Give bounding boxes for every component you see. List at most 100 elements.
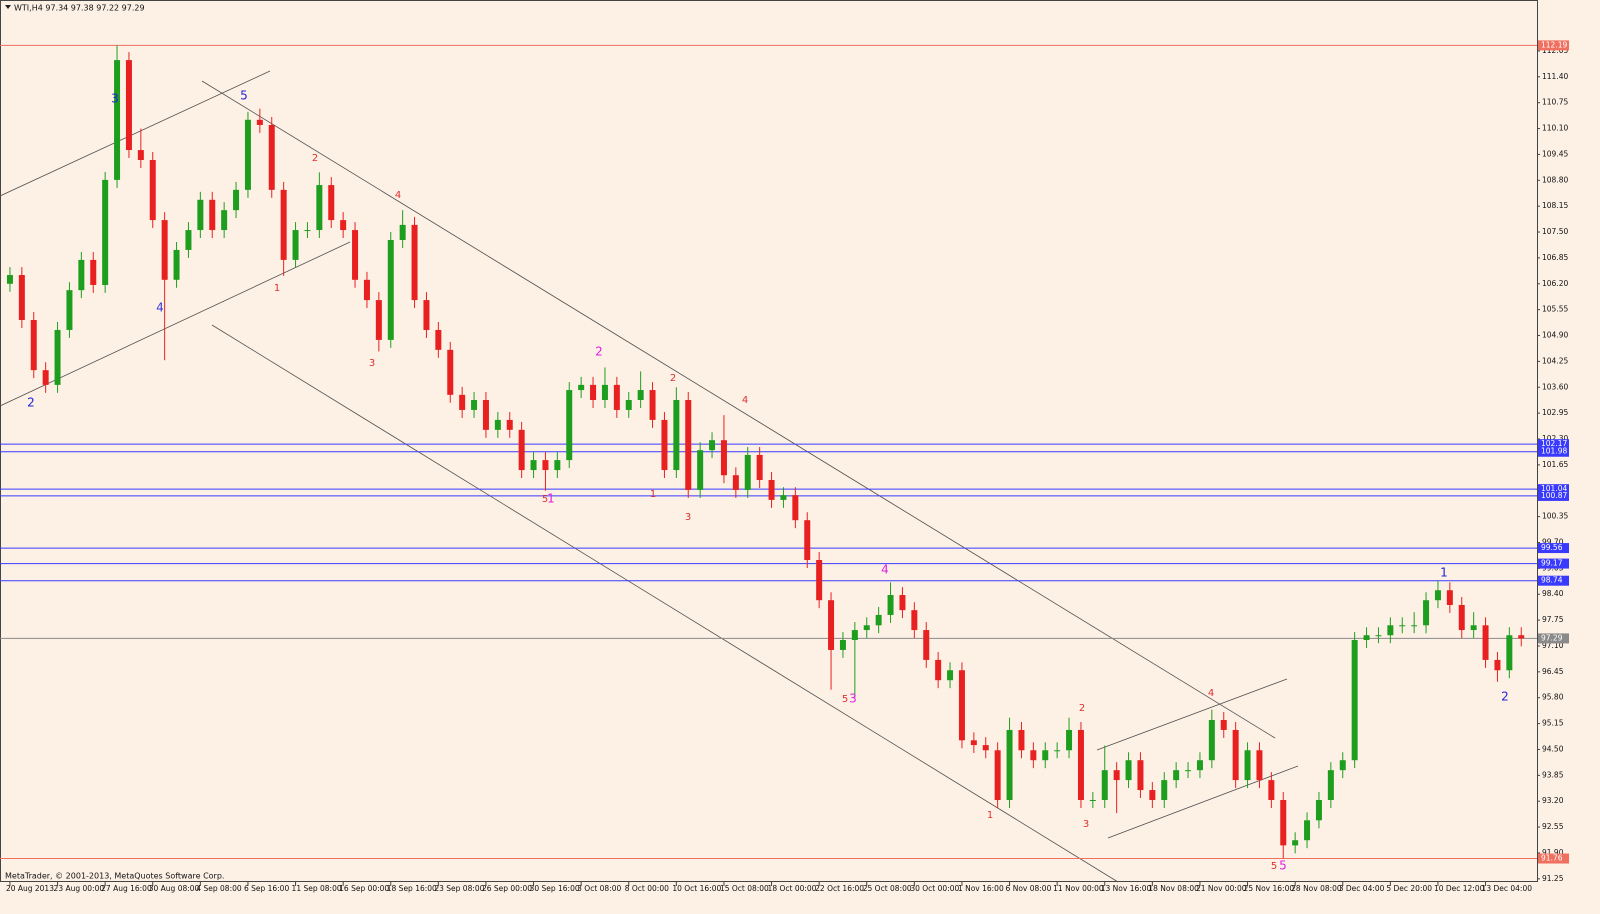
candle-body <box>30 320 37 371</box>
candle-body <box>423 300 430 330</box>
wave-label: 5 <box>1271 861 1277 872</box>
candle-body <box>1054 750 1061 752</box>
y-tick-label: 110.10 <box>1542 124 1568 133</box>
x-tick-label: 18 Sep 16:00 <box>387 884 437 893</box>
price-tag <box>1538 484 1569 495</box>
price-tag <box>1538 543 1569 554</box>
candle-body <box>1327 770 1334 801</box>
candle-body <box>1030 750 1037 761</box>
y-tick-label: 93.20 <box>1542 796 1564 805</box>
candle-body <box>292 230 299 260</box>
y-tick-label: 95.15 <box>1542 719 1564 728</box>
candle-body <box>161 220 168 280</box>
candle-body <box>816 560 823 601</box>
wave-label: 2 <box>670 373 676 384</box>
candle-body <box>185 230 192 250</box>
y-tick-label: 102.95 <box>1542 408 1568 417</box>
candle-body <box>590 384 597 401</box>
wave-label: 2 <box>1501 690 1509 704</box>
x-tick-label: 30 Aug 08:00 <box>149 884 200 893</box>
candle-body <box>1113 770 1120 781</box>
candle-body <box>1339 760 1346 771</box>
wave-label: 2 <box>1079 703 1085 714</box>
candle-body <box>1315 800 1322 821</box>
x-tick-label: 4 Sep 08:00 <box>196 884 242 893</box>
candle-body <box>54 329 61 385</box>
candle-body <box>137 150 144 161</box>
y-tick-label: 106.85 <box>1542 253 1568 262</box>
candle-body <box>851 630 858 641</box>
candle-body <box>554 460 561 471</box>
y-tick-label: 102.30 <box>1542 434 1568 443</box>
price-tag-label: 97.29 <box>1541 633 1563 642</box>
candle-body <box>518 429 525 471</box>
candle-body <box>268 124 275 190</box>
y-tick-label: 112.05 <box>1542 46 1568 55</box>
candle-body <box>625 400 632 410</box>
candle-body <box>1137 760 1144 791</box>
candle-body <box>1304 820 1311 841</box>
candle-body <box>720 440 727 476</box>
candle-body <box>375 300 382 340</box>
candle-body <box>1220 720 1227 730</box>
candle-body <box>149 160 156 221</box>
candle-body <box>732 475 739 490</box>
price-tag <box>1538 490 1569 501</box>
candle-body <box>768 480 775 500</box>
candle-body <box>875 614 882 626</box>
candle-body <box>387 240 394 340</box>
candle-body <box>899 595 906 611</box>
candle-body <box>316 185 323 231</box>
candle-body <box>1363 635 1370 641</box>
x-tick-label: 6 Sep 16:00 <box>244 884 290 893</box>
candle-body <box>923 630 930 660</box>
candle-body <box>209 199 216 231</box>
candle-body <box>78 259 85 291</box>
x-tick-label: 13 Nov 16:00 <box>1101 884 1152 893</box>
x-tick-label: 3 Dec 04:00 <box>1339 884 1385 893</box>
candle-body <box>958 670 965 741</box>
candle-body <box>542 460 549 471</box>
candle-body <box>42 370 49 385</box>
x-tick-label: 11 Nov 00:00 <box>1053 884 1104 893</box>
candle-body <box>1494 659 1501 671</box>
menu-arrow[interactable] <box>5 5 11 9</box>
x-tick-label: 18 Nov 08:00 <box>1148 884 1199 893</box>
candle-body <box>947 670 954 681</box>
candle-body <box>197 199 204 231</box>
candle-body <box>613 384 620 410</box>
x-tick-label: 15 Oct 08:00 <box>720 884 769 893</box>
trendline <box>201 80 1276 739</box>
plot-frame <box>0 0 1538 882</box>
candle-body <box>1446 590 1453 605</box>
wave-label: 4 <box>742 395 748 406</box>
price-tag <box>1538 633 1569 644</box>
candle-body <box>1434 590 1441 601</box>
candle-body <box>1125 760 1132 781</box>
candle-body <box>566 390 573 461</box>
candle-body <box>304 230 311 232</box>
y-tick-label: 100.35 <box>1542 512 1568 521</box>
candle-body <box>1387 625 1394 636</box>
y-tick-label: 108.80 <box>1542 175 1568 184</box>
candle-body <box>1244 750 1251 781</box>
candle-body <box>1423 600 1430 626</box>
candle-body <box>102 179 109 285</box>
y-tick-label: 109.45 <box>1542 149 1568 158</box>
wave-label: 4 <box>1208 688 1214 699</box>
candle-body <box>1185 770 1192 772</box>
price-tag <box>1538 40 1569 51</box>
candle-body <box>494 419 501 430</box>
x-tick-label: 28 Nov 08:00 <box>1291 884 1342 893</box>
candle-body <box>982 745 989 751</box>
y-tick-label: 97.10 <box>1542 641 1564 650</box>
candle-body <box>1077 729 1084 801</box>
y-tick-label: 104.90 <box>1542 331 1568 340</box>
candle-body <box>6 275 13 284</box>
wave-label: 1 <box>547 492 555 506</box>
x-tick-label: 3 Oct 08:00 <box>577 884 621 893</box>
wave-label: 1 <box>274 283 280 294</box>
